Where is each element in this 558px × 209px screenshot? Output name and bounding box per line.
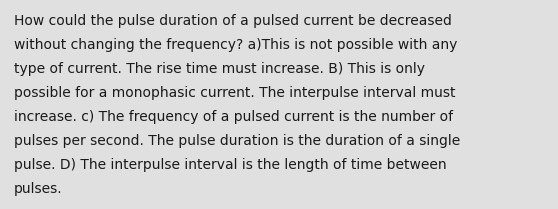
Text: pulses per second. The pulse duration is the duration of a single: pulses per second. The pulse duration is… (14, 134, 460, 148)
Text: How could the pulse duration of a pulsed current be decreased: How could the pulse duration of a pulsed… (14, 14, 452, 28)
Text: possible for a monophasic current. The interpulse interval must: possible for a monophasic current. The i… (14, 86, 455, 100)
Text: type of current. The rise time must increase. B) This is only: type of current. The rise time must incr… (14, 62, 425, 76)
Text: increase. c) The frequency of a pulsed current is the number of: increase. c) The frequency of a pulsed c… (14, 110, 453, 124)
Text: pulse. D) The interpulse interval is the length of time between: pulse. D) The interpulse interval is the… (14, 158, 446, 172)
Text: pulses.: pulses. (14, 182, 62, 196)
Text: without changing the frequency? a)This is not possible with any: without changing the frequency? a)This i… (14, 38, 458, 52)
